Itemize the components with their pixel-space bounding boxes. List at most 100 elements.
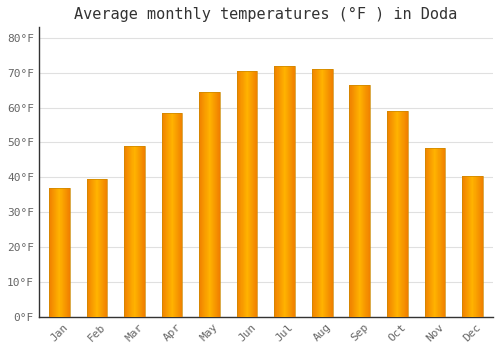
Bar (350, 85, 351, 317)
Bar (175, 113, 176, 317)
Bar (128, 146, 129, 317)
Bar (212, 92, 213, 317)
Bar (407, 111, 408, 317)
Bar (200, 92, 201, 317)
Bar (257, 71, 258, 317)
Bar (433, 148, 434, 317)
Bar (356, 85, 357, 317)
Bar (404, 111, 405, 317)
Bar (425, 148, 426, 317)
Bar (474, 176, 475, 317)
Bar (402, 111, 403, 317)
Bar (200, 92, 220, 317)
Bar (328, 69, 329, 317)
Bar (327, 69, 328, 317)
Bar (90, 179, 91, 317)
Bar (440, 148, 441, 317)
Bar (125, 146, 126, 317)
Bar (443, 148, 444, 317)
Bar (387, 111, 388, 317)
Bar (369, 85, 370, 317)
Bar (463, 176, 464, 317)
Bar (213, 92, 214, 317)
Bar (426, 148, 427, 317)
Bar (174, 113, 175, 317)
Bar (106, 179, 107, 317)
Bar (320, 69, 321, 317)
Bar (55, 188, 56, 317)
Bar (167, 113, 168, 317)
Bar (364, 85, 365, 317)
Bar (367, 85, 368, 317)
Bar (317, 69, 318, 317)
Bar (406, 111, 407, 317)
Bar (166, 113, 167, 317)
Bar (282, 66, 283, 317)
Bar (441, 148, 442, 317)
Bar (280, 66, 281, 317)
Bar (101, 179, 102, 317)
Bar (143, 146, 144, 317)
Bar (100, 179, 101, 317)
Bar (436, 148, 437, 317)
Bar (62, 188, 63, 317)
Bar (444, 148, 445, 317)
Bar (102, 179, 103, 317)
Bar (209, 92, 210, 317)
Bar (219, 92, 220, 317)
Bar (242, 71, 243, 317)
Bar (238, 71, 239, 317)
Bar (473, 176, 474, 317)
Bar (424, 148, 445, 317)
Bar (96, 179, 97, 317)
Bar (427, 148, 428, 317)
Bar (478, 176, 479, 317)
Bar (138, 146, 139, 317)
Bar (252, 71, 253, 317)
Bar (140, 146, 141, 317)
Bar (98, 179, 99, 317)
Bar (442, 148, 443, 317)
Bar (58, 188, 59, 317)
Bar (210, 92, 211, 317)
Bar (316, 69, 317, 317)
Bar (432, 148, 433, 317)
Bar (278, 66, 279, 317)
Bar (330, 69, 331, 317)
Bar (205, 92, 206, 317)
Bar (329, 69, 330, 317)
Bar (319, 69, 320, 317)
Bar (61, 188, 62, 317)
Bar (254, 71, 255, 317)
Bar (243, 71, 244, 317)
Bar (88, 179, 90, 317)
Bar (397, 111, 398, 317)
Bar (204, 92, 205, 317)
Bar (65, 188, 66, 317)
Bar (95, 179, 96, 317)
Bar (124, 146, 125, 317)
Bar (124, 146, 145, 317)
Bar (126, 146, 127, 317)
Bar (92, 179, 93, 317)
Bar (390, 111, 391, 317)
Bar (387, 111, 407, 317)
Bar (276, 66, 277, 317)
Bar (464, 176, 465, 317)
Bar (438, 148, 439, 317)
Bar (288, 66, 289, 317)
Bar (362, 85, 363, 317)
Bar (470, 176, 471, 317)
Bar (99, 179, 100, 317)
Bar (405, 111, 406, 317)
Bar (366, 85, 367, 317)
Bar (363, 85, 364, 317)
Bar (176, 113, 177, 317)
Bar (103, 179, 104, 317)
Bar (331, 69, 332, 317)
Bar (277, 66, 278, 317)
Bar (206, 92, 207, 317)
Bar (430, 148, 432, 317)
Title: Average monthly temperatures (°F ) in Doda: Average monthly temperatures (°F ) in Do… (74, 7, 458, 22)
Bar (318, 69, 319, 317)
